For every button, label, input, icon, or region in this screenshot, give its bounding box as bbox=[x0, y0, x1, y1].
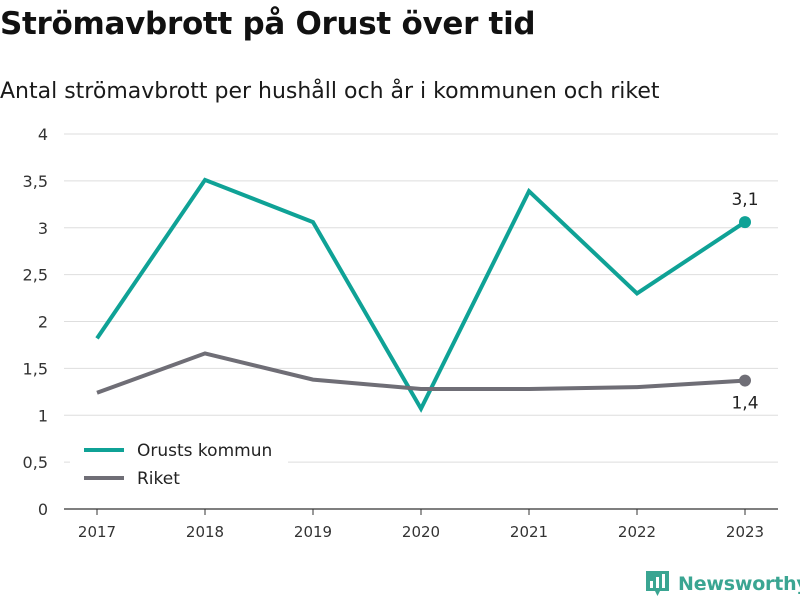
series-end-point bbox=[739, 216, 751, 229]
brand-name: Newsworthy bbox=[678, 572, 800, 595]
brand-logo: Newsworthy bbox=[644, 569, 800, 598]
chart-title: Strömavbrott på Orust över tid bbox=[0, 6, 536, 42]
y-tick-label: 3 bbox=[38, 219, 48, 238]
data-label: 1,4 bbox=[731, 394, 758, 414]
newsworthy-logo-icon bbox=[646, 571, 669, 596]
data-label: 3,1 bbox=[731, 190, 758, 210]
series-line-riket bbox=[96, 351, 746, 395]
x-tick-label: 2019 bbox=[294, 523, 332, 541]
series-end-point bbox=[739, 374, 751, 387]
x-tick-label: 2020 bbox=[402, 523, 440, 541]
legend-label: Orusts kommun bbox=[137, 441, 272, 461]
y-tick-label: 4 bbox=[38, 125, 48, 144]
x-tick-label: 2021 bbox=[510, 523, 548, 541]
y-tick-label: 0 bbox=[38, 500, 48, 519]
legend-box bbox=[70, 432, 288, 498]
y-tick-label: 1 bbox=[38, 406, 48, 425]
y-tick-label: 2,5 bbox=[23, 266, 48, 285]
line-chart: 0 0,5 1 1,5 2 2,5 3 3,5 4 2017 2018 2019 2020 2021 202… bbox=[23, 125, 778, 541]
y-tick-label: 2 bbox=[38, 313, 48, 332]
x-tick-label: 2022 bbox=[618, 523, 656, 541]
x-tick-label: 2018 bbox=[186, 523, 224, 541]
chart-subtitle: Antal strömavbrott per hushåll och år i … bbox=[0, 79, 660, 104]
x-tick-label: 2017 bbox=[78, 523, 116, 541]
series-line-orust bbox=[95, 177, 747, 413]
y-tick-label: 1,5 bbox=[23, 359, 48, 378]
y-tick-label: 3,5 bbox=[23, 172, 48, 191]
x-tick-label: 2023 bbox=[726, 523, 764, 541]
y-tick-label: 0,5 bbox=[23, 453, 48, 472]
legend-label: Riket bbox=[137, 469, 180, 489]
